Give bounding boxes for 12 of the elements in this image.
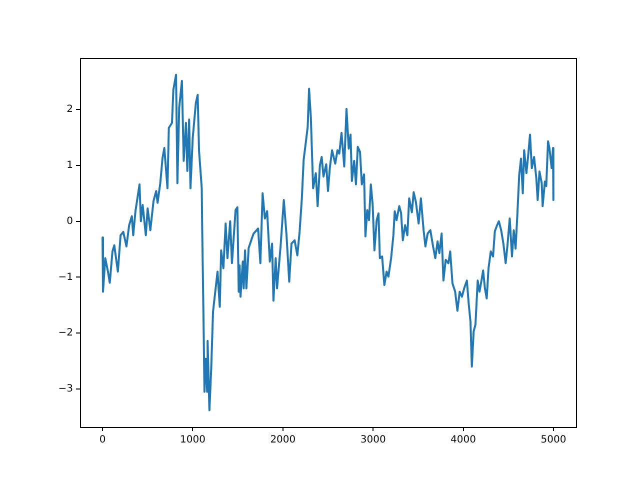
x-tick-label: 3000: [360, 434, 386, 446]
y-tick-label: −3: [58, 384, 73, 395]
x-tick-label: 5000: [540, 434, 566, 446]
x-tick-label: 4000: [450, 434, 476, 446]
y-tick-label: 2: [66, 104, 73, 116]
y-tick-label: −2: [58, 328, 73, 339]
y-tick-label: −1: [58, 272, 73, 283]
y-tick-label: 1: [66, 160, 73, 171]
x-tick-label: 0: [99, 434, 106, 446]
x-tick-label: 2000: [270, 434, 296, 446]
x-tick-label: 1000: [180, 434, 206, 446]
y-tick-label: 0: [66, 216, 73, 227]
